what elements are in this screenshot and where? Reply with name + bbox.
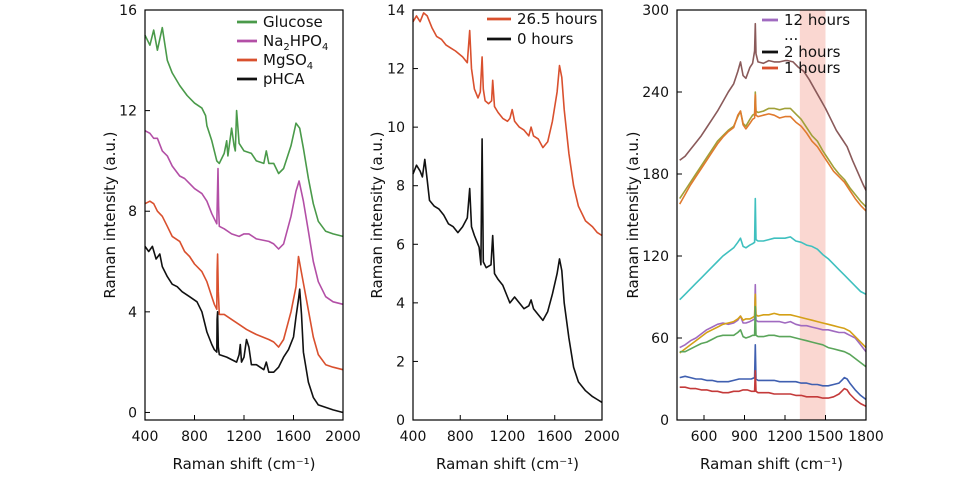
- y-tick-label: 120: [642, 249, 669, 265]
- y-tick-label: 12: [119, 104, 137, 120]
- legend-text-part: MgSO: [263, 51, 307, 69]
- y-axis-label: Raman intensity (a.u.): [624, 131, 642, 298]
- y-tick-label: 60: [651, 331, 669, 347]
- y-tick-label: 0: [128, 405, 137, 421]
- series-line-1: [412, 12, 603, 237]
- x-tick-label: 900: [731, 429, 758, 445]
- series-line-5: [679, 283, 867, 353]
- x-tick-label: 600: [691, 429, 718, 445]
- legend-text-part: 26.5 hours: [517, 10, 598, 28]
- y-tick-label: 4: [128, 305, 137, 321]
- x-tick-label: 1800: [848, 429, 884, 445]
- legend-subscript: 4: [307, 61, 313, 72]
- series-line-2: [679, 91, 867, 208]
- x-tick-label: 400: [400, 429, 427, 445]
- series-line-8: [679, 344, 867, 401]
- series-line-3: [144, 200, 344, 371]
- series-line-4: [144, 245, 344, 414]
- y-tick-label: 8: [396, 179, 405, 195]
- series-line-2: [144, 129, 344, 306]
- y-tick-label: 0: [396, 413, 405, 429]
- legend-text-part: pHCA: [263, 70, 305, 88]
- series-line-1: [144, 26, 344, 238]
- series-line-2: [412, 138, 603, 404]
- y-tick-label: 4: [396, 296, 405, 312]
- x-tick-label: 1600: [537, 429, 573, 445]
- legend-text-part: 0 hours: [517, 30, 574, 48]
- y-tick-label: 0: [660, 413, 669, 429]
- highlight-band: [799, 10, 826, 420]
- x-axis-label: Raman shift (cm⁻¹): [436, 455, 579, 473]
- y-tick-label: 180: [642, 167, 669, 183]
- legend-text-part: HPO: [290, 32, 322, 50]
- legend-text-part: Na: [263, 32, 283, 50]
- x-axis-label: Raman shift (cm⁻¹): [172, 455, 315, 473]
- legend-text-part: Glucose: [263, 13, 323, 31]
- x-tick-label: 1200: [490, 429, 526, 445]
- y-axis-label: Raman intensity (a.u.): [368, 131, 386, 298]
- plot-frame: [412, 9, 603, 421]
- legend-text-part: 1 hours: [784, 59, 841, 77]
- legend-label: 2 hours: [784, 43, 841, 61]
- series-line-7: [679, 305, 867, 368]
- legend-subscript: 4: [322, 42, 328, 53]
- chart-panel-3: 600 900 1200 1500 1800 0 60 120 180 240 300 Raman s…: [624, 3, 884, 473]
- y-tick-label: 16: [119, 3, 137, 19]
- legend-text-part: 12 hours: [784, 11, 850, 29]
- legend-label: 0 hours: [517, 30, 574, 48]
- legend-label: 26.5 hours: [517, 10, 598, 28]
- plot-frame: [676, 9, 867, 421]
- x-tick-label: 1600: [276, 429, 312, 445]
- series-line-1: [679, 22, 867, 191]
- y-tick-label: 14: [387, 3, 405, 19]
- x-tick-label: 1500: [808, 429, 844, 445]
- series-line-4: [679, 197, 867, 301]
- legend-subscript: 2: [283, 42, 289, 53]
- legend-label: Glucose: [263, 13, 323, 31]
- y-axis-label: Raman intensity (a.u.): [101, 131, 119, 298]
- x-tick-label: 2000: [325, 429, 361, 445]
- y-tick-label: 6: [396, 237, 405, 253]
- legend-label: MgSO4: [263, 51, 313, 72]
- y-tick-label: 300: [642, 3, 669, 19]
- x-axis-label: Raman shift (cm⁻¹): [700, 455, 843, 473]
- y-tick-label: 12: [387, 62, 405, 78]
- x-tick-label: 400: [132, 429, 159, 445]
- legend-label: Na2HPO4: [263, 32, 328, 53]
- chart-panel-2: 400 800 1200 1600 2000 0 2 4 6 8 10 12 14 Raman shift…: [368, 3, 620, 473]
- x-tick-label: 2000: [584, 429, 620, 445]
- series-line-3: [679, 93, 867, 212]
- legend-label: pHCA: [263, 70, 305, 88]
- y-tick-label: 10: [387, 120, 405, 136]
- legend-label: 1 hours: [784, 59, 841, 77]
- legend-text-part: 2 hours: [784, 43, 841, 61]
- y-tick-label: 2: [396, 354, 405, 370]
- legend-label: 12 hours: [784, 11, 850, 29]
- x-tick-label: 1200: [767, 429, 803, 445]
- y-tick-label: 240: [642, 85, 669, 101]
- chart-panel-1: 400 800 1200 1600 2000 0 4 8 12 16 Raman shift (cm…: [101, 3, 361, 473]
- legend-ellipsis: ...: [784, 26, 798, 44]
- x-tick-label: 800: [447, 429, 474, 445]
- x-tick-label: 800: [181, 429, 208, 445]
- series-line-6: [679, 293, 867, 354]
- x-tick-label: 1200: [226, 429, 262, 445]
- y-tick-label: 8: [128, 204, 137, 220]
- series-line-9: [679, 370, 867, 408]
